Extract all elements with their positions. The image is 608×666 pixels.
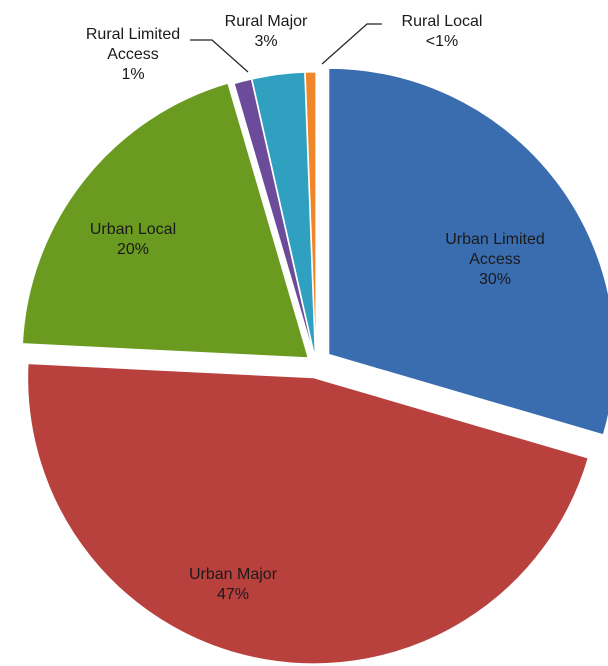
slice-label: Urban Local 20% [58, 220, 208, 260]
category-label: Urban Major [188, 566, 278, 583]
value-label: <1% [425, 33, 459, 50]
slice-label: Urban Limited Access 30% [425, 230, 565, 290]
pie-slice [251, 71, 316, 359]
category-label: Urban Limited Access [445, 231, 545, 268]
pie-slice [27, 363, 589, 665]
category-label: Urban Local [89, 221, 177, 238]
value-label: 1% [121, 66, 145, 83]
pie-slice [304, 71, 317, 359]
value-label: 47% [216, 586, 250, 603]
pie-slice [233, 78, 315, 359]
value-label: 20% [116, 241, 150, 258]
leader-line [321, 23, 382, 65]
value-label: 3% [254, 33, 278, 50]
slice-label: Rural Local <1% [382, 12, 502, 52]
category-label: Rural Major [224, 13, 308, 30]
slice-label: Rural Limited Access 1% [73, 25, 193, 85]
slice-label: Rural Major 3% [206, 12, 326, 52]
slice-label: Urban Major 47% [168, 565, 298, 605]
pie-slice [328, 67, 608, 436]
pie-slice [21, 82, 309, 359]
category-label: Rural Local [401, 13, 483, 30]
value-label: 30% [478, 271, 512, 288]
category-label: Rural Limited Access [85, 26, 181, 63]
leader-line [190, 39, 249, 73]
